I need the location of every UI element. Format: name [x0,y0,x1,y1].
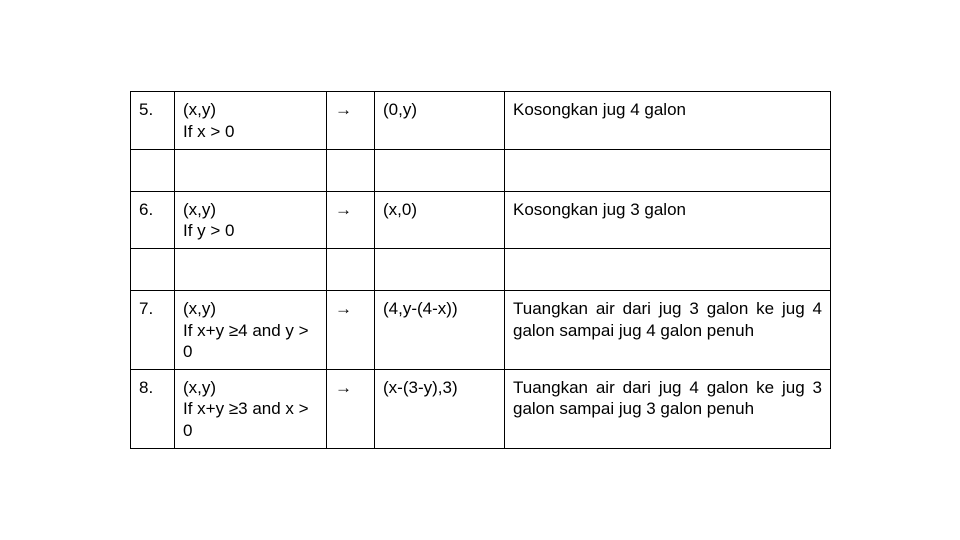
cell-state: (x,y)If x+y ≥3 and x > 0 [175,370,327,449]
rules-table: 5.(x,y)If x > 0→(0,y)Kosongkan jug 4 gal… [130,91,831,449]
cell-description: Kosongkan jug 3 galon [505,191,831,249]
spacer-row [131,149,831,191]
cell-state: (x,y)If y > 0 [175,191,327,249]
cell-num: 8. [131,370,175,449]
cell-num: 5. [131,92,175,150]
cell-description: Tuangkan air dari jug 4 galon ke jug 3 g… [505,370,831,449]
cell-num: 6. [131,191,175,249]
cell-state: (x,y)If x > 0 [175,92,327,150]
state-line1: (x,y) [183,199,318,220]
state-line2: If x+y ≥4 and y > 0 [183,320,318,363]
cell-result: (x-(3-y),3) [375,370,505,449]
cell-num: 7. [131,291,175,370]
cell-arrow: → [327,191,375,249]
spacer-cell [175,249,327,291]
state-line2: If y > 0 [183,220,318,241]
table-row: 8. (x,y)If x+y ≥3 and x > 0→(x-(3-y),3)T… [131,370,831,449]
spacer-cell [175,149,327,191]
spacer-cell [131,149,175,191]
state-line1: (x,y) [183,377,318,398]
cell-arrow: → [327,370,375,449]
table-row: 5.(x,y)If x > 0→(0,y)Kosongkan jug 4 gal… [131,92,831,150]
cell-description: Tuangkan air dari jug 3 galon ke jug 4 g… [505,291,831,370]
cell-arrow: → [327,92,375,150]
spacer-cell [131,249,175,291]
table-row: 6.(x,y)If y > 0→(x,0)Kosongkan jug 3 gal… [131,191,831,249]
cell-result: (x,0) [375,191,505,249]
table-row: 7.(x,y)If x+y ≥4 and y > 0→(4,y-(4-x))Tu… [131,291,831,370]
spacer-cell [505,249,831,291]
table-container: 5.(x,y)If x > 0→(0,y)Kosongkan jug 4 gal… [130,91,830,449]
spacer-cell [505,149,831,191]
state-line1: (x,y) [183,298,318,319]
spacer-cell [375,149,505,191]
state-line2: If x > 0 [183,121,318,142]
state-line2: If x+y ≥3 and x > 0 [183,398,318,441]
spacer-cell [375,249,505,291]
spacer-cell [327,149,375,191]
cell-arrow: → [327,291,375,370]
cell-state: (x,y)If x+y ≥4 and y > 0 [175,291,327,370]
spacer-cell [327,249,375,291]
state-line1: (x,y) [183,99,318,120]
cell-result: (4,y-(4-x)) [375,291,505,370]
cell-description: Kosongkan jug 4 galon [505,92,831,150]
cell-result: (0,y) [375,92,505,150]
spacer-row [131,249,831,291]
